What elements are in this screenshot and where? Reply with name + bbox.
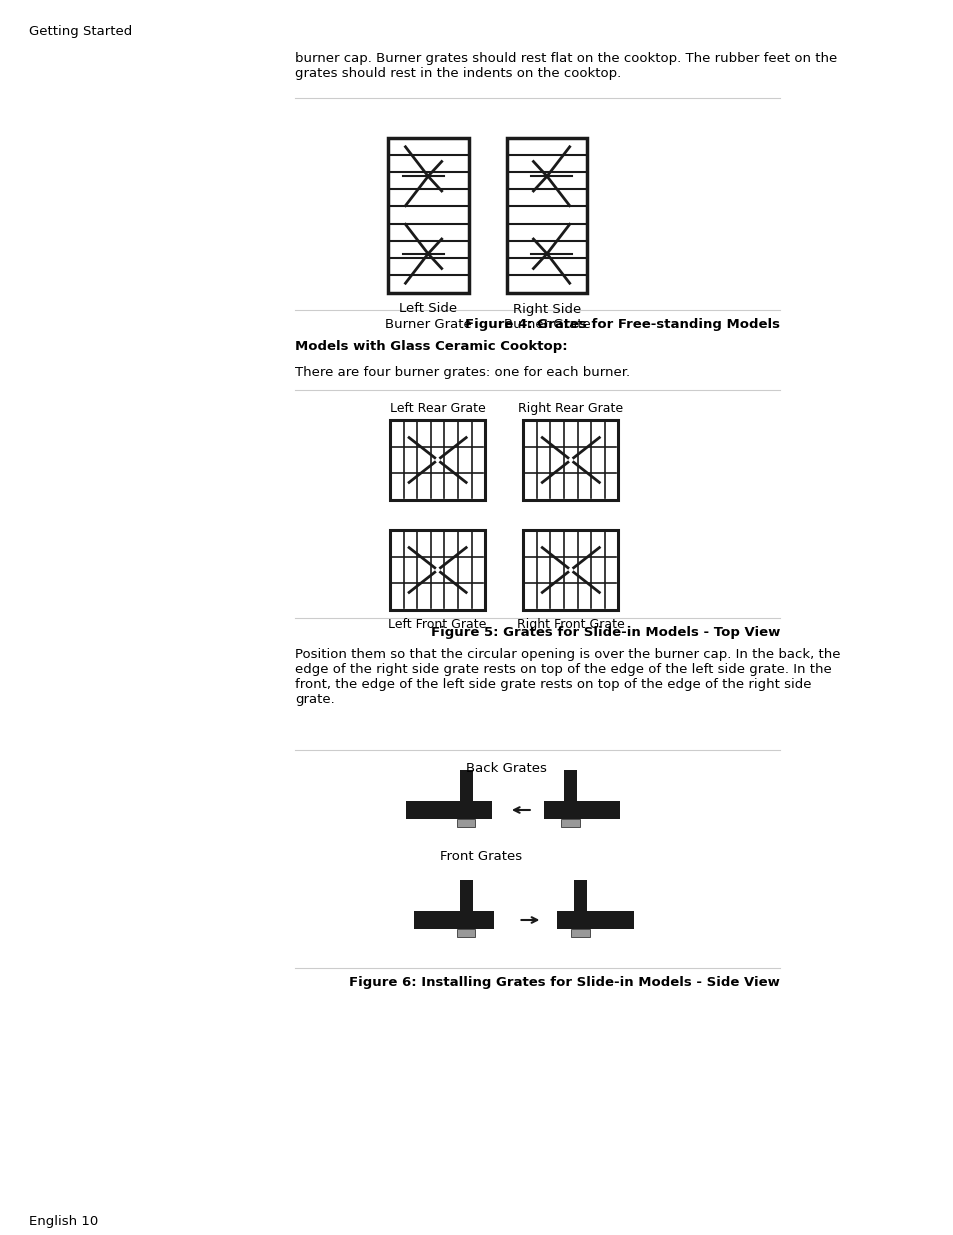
Bar [522, 530, 618, 610]
Bar [390, 530, 485, 610]
Bar [459, 881, 473, 920]
Text: Left Front Grate: Left Front Grate [388, 618, 486, 631]
Text: Figure 5: Grates for Slide-in Models - Top View: Figure 5: Grates for Slide-in Models - T… [431, 626, 780, 638]
Text: Back Grates: Back Grates [466, 762, 546, 776]
Text: Front Grates: Front Grates [439, 850, 521, 863]
Bar [557, 911, 633, 929]
Text: Figure 6: Installing Grates for Slide-in Models - Side View: Figure 6: Installing Grates for Slide-in… [349, 976, 780, 989]
Bar [456, 819, 475, 827]
Text: burner cap. Burner grates should rest flat on the cooktop. The rubber feet on th: burner cap. Burner grates should rest fl… [294, 52, 837, 80]
Bar [387, 137, 468, 293]
Bar [573, 881, 586, 920]
Text: Left Rear Grate: Left Rear Grate [390, 403, 485, 415]
Text: Getting Started: Getting Started [29, 25, 132, 38]
Bar [571, 929, 589, 937]
Bar [414, 911, 494, 929]
Bar [459, 769, 473, 819]
Bar [522, 420, 618, 500]
Text: Position them so that the circular opening is over the burner cap. In the back, : Position them so that the circular openi… [294, 648, 840, 706]
Text: Left Side
Burner Grate: Left Side Burner Grate [384, 303, 471, 331]
Bar [406, 802, 492, 819]
Bar [563, 769, 577, 819]
Text: English 10: English 10 [29, 1215, 98, 1228]
Text: Figure 4: Grates for Free-standing Models: Figure 4: Grates for Free-standing Model… [465, 317, 780, 331]
Text: There are four burner grates: one for each burner.: There are four burner grates: one for ea… [294, 366, 629, 379]
Bar [506, 137, 587, 293]
Text: Right Side
Burner Grate: Right Side Burner Grate [503, 303, 590, 331]
Text: Models with Glass Ceramic Cooktop:: Models with Glass Ceramic Cooktop: [294, 340, 567, 353]
Bar [543, 802, 619, 819]
Bar [456, 929, 475, 937]
Text: Right Front Grate: Right Front Grate [517, 618, 624, 631]
Bar [561, 819, 579, 827]
Text: Right Rear Grate: Right Rear Grate [517, 403, 622, 415]
Bar [390, 420, 485, 500]
